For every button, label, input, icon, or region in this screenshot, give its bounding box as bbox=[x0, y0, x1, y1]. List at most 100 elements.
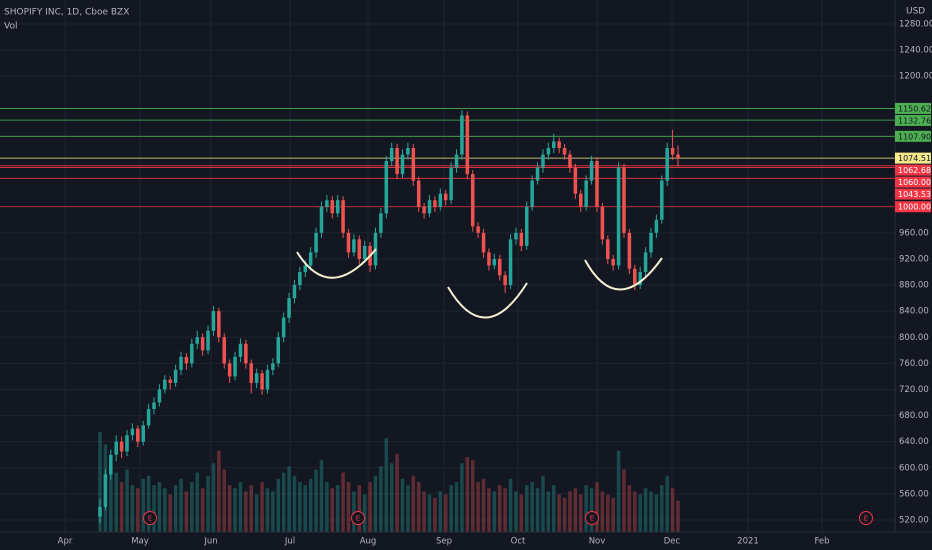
x-tick-label: Jun bbox=[203, 537, 217, 547]
candle-body bbox=[503, 275, 507, 286]
y-tick-label: 1240.00 bbox=[899, 46, 932, 56]
x-tick-label: Feb bbox=[814, 537, 829, 547]
candle-body bbox=[595, 161, 599, 207]
candle-body bbox=[665, 148, 669, 181]
volume-bar bbox=[433, 497, 437, 532]
level-label-box bbox=[895, 102, 931, 114]
y-tick-label: 760.00 bbox=[899, 359, 929, 369]
candle-body bbox=[541, 154, 545, 168]
volume-bar bbox=[557, 494, 561, 532]
candle-body bbox=[157, 389, 162, 403]
volume-bar bbox=[589, 488, 594, 532]
volume-bar bbox=[173, 485, 178, 532]
volume-bar bbox=[481, 478, 486, 532]
level-label-box bbox=[895, 201, 931, 213]
candle-body bbox=[211, 311, 216, 331]
volume-bar bbox=[503, 488, 507, 532]
y-tick-label: 680.00 bbox=[899, 411, 929, 421]
candle-body bbox=[346, 232, 351, 253]
candle-body bbox=[508, 239, 513, 286]
volume-bar bbox=[303, 485, 308, 532]
chart-title: SHOPIFY INC, 1D, Cboe BZX bbox=[4, 8, 129, 18]
volume-bar bbox=[362, 494, 367, 532]
candle-body bbox=[265, 369, 270, 390]
volume-bar bbox=[114, 472, 118, 532]
candle-body bbox=[325, 200, 329, 207]
candle-body bbox=[579, 193, 583, 207]
volume-bar bbox=[422, 491, 426, 532]
level-label: 1043.53 bbox=[898, 190, 931, 199]
event-marker bbox=[351, 511, 365, 525]
candle-body bbox=[335, 200, 340, 214]
volume-bar bbox=[552, 485, 556, 532]
volume-bar bbox=[541, 475, 545, 532]
volume-bar bbox=[319, 460, 324, 532]
candle-body bbox=[249, 363, 254, 383]
volume-bar bbox=[487, 488, 491, 532]
event-label: E bbox=[864, 515, 868, 523]
volume-bar bbox=[676, 500, 680, 532]
candle-body bbox=[238, 343, 243, 357]
candle-body bbox=[633, 268, 637, 286]
y-tick-label: 960.00 bbox=[899, 228, 929, 238]
candle-body bbox=[514, 232, 518, 240]
y-tick-label: 1280.00 bbox=[899, 20, 932, 30]
volume-bar bbox=[568, 491, 572, 532]
y-tick-label: 520.00 bbox=[899, 516, 929, 526]
candle-body bbox=[519, 232, 524, 246]
volume-bar bbox=[438, 491, 443, 532]
volume-bar bbox=[611, 497, 615, 532]
x-tick-label: Aug bbox=[360, 537, 377, 547]
volume-bar bbox=[622, 469, 626, 532]
candle-body bbox=[136, 428, 140, 442]
volume-bar bbox=[638, 494, 642, 532]
candle-body bbox=[530, 180, 534, 207]
volume-bar bbox=[460, 463, 464, 532]
volume-bar bbox=[109, 466, 113, 532]
candle-body bbox=[546, 148, 551, 155]
candle-body bbox=[190, 343, 194, 364]
x-tick-label: Nov bbox=[589, 537, 606, 547]
candle-body bbox=[168, 379, 172, 383]
volume-bar bbox=[352, 491, 356, 532]
volume-bar bbox=[98, 432, 102, 532]
candle-body bbox=[627, 232, 632, 269]
candle-body bbox=[103, 474, 108, 507]
axes: 520.00 560.00 600.00 640.00 680.00 720.00 760.… bbox=[58, 20, 932, 547]
event-label: E bbox=[590, 515, 594, 523]
volume-bar bbox=[535, 488, 540, 532]
volume-bar bbox=[665, 475, 669, 532]
candle-body bbox=[287, 298, 291, 318]
volume-bar bbox=[449, 485, 453, 532]
volume-bar bbox=[400, 478, 405, 532]
volume-bar bbox=[633, 491, 637, 532]
x-tick-label: Sep bbox=[436, 537, 452, 547]
volume-bar bbox=[416, 482, 421, 532]
candle-body bbox=[524, 206, 529, 246]
volume-bar bbox=[357, 485, 362, 532]
candle-body bbox=[184, 356, 189, 364]
candle-body bbox=[362, 245, 367, 259]
volume-bar bbox=[492, 491, 497, 532]
volume-bar bbox=[476, 482, 480, 532]
candle-body bbox=[141, 425, 145, 442]
candle-body bbox=[670, 148, 675, 155]
level-label: 1074.51 bbox=[898, 154, 931, 163]
volume-bar bbox=[579, 494, 583, 532]
candle-body bbox=[130, 428, 135, 436]
volume-bar bbox=[335, 485, 340, 532]
candle-body bbox=[433, 200, 437, 207]
candle-body bbox=[552, 141, 556, 148]
volume-bar bbox=[222, 469, 226, 532]
candle-body bbox=[535, 167, 540, 181]
volume-bar bbox=[530, 482, 534, 532]
arc bbox=[447, 282, 528, 319]
volume-bar bbox=[281, 472, 286, 532]
level-lines bbox=[0, 108, 895, 208]
volume-bar bbox=[546, 491, 551, 532]
event-marker bbox=[859, 511, 873, 525]
x-tick-label: Oct bbox=[511, 537, 526, 547]
candle-body bbox=[319, 206, 324, 233]
candle-body bbox=[260, 373, 264, 390]
